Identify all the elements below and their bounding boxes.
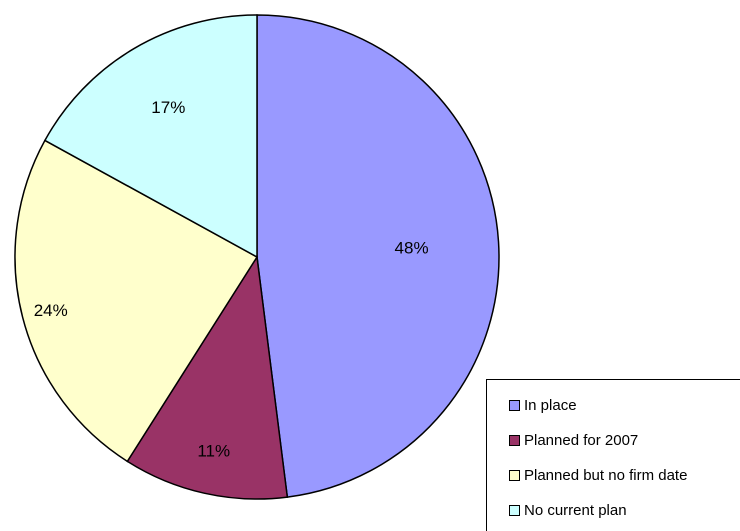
pie-slice-planned-for-2007 [126,254,289,500]
legend-label-no-current-plan: No current plan [524,501,627,519]
legend-swatch-planned-for-2007 [509,434,520,446]
legend-item-in-place: In place [509,395,577,415]
pie-slice-in-place [256,14,500,498]
legend-swatch-in-place [509,399,520,411]
legend-label-planned-for-2007: Planned for 2007 [524,431,639,449]
legend-label-planned-no-firm-date: Planned but no firm date [524,466,688,484]
legend-label-in-place: In place [524,396,577,414]
data-label-planned-for-2007: 11% [197,442,230,461]
data-label-in-place: 48% [395,238,429,257]
pie-slice-planned-no-firm-date [14,139,259,463]
legend-item-no-current-plan: No current plan [509,500,627,520]
legend-swatch-planned-no-firm-date [509,469,520,481]
legend-item-planned-for-2007: Planned for 2007 [509,430,638,450]
data-label-planned-no-firm-date: 24% [34,301,68,320]
legend-item-planned-no-firm-date: Planned but no firm date [509,465,687,485]
pie-slice-no-current-plan [43,14,258,259]
data-label-no-current-plan: 17% [151,98,185,117]
legend: In place Planned for 2007 Planned but no… [486,379,740,531]
legend-swatch-no-current-plan [509,504,520,516]
